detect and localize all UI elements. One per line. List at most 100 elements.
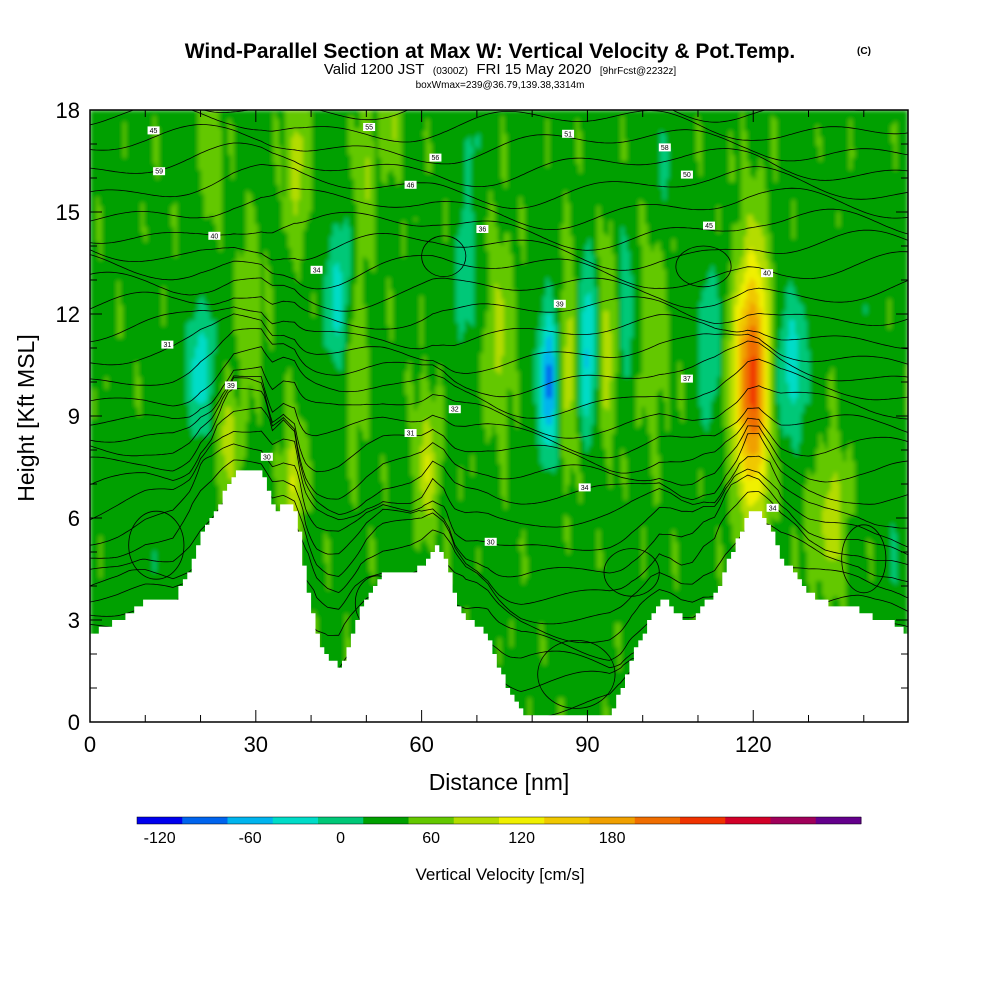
colorbar-tick-label: -120 — [144, 830, 176, 847]
theta-label-text: 32 — [451, 407, 459, 414]
theta-label-bg — [153, 167, 166, 176]
chart-title: Wind-Parallel Section at Max W: Vertical… — [185, 40, 796, 63]
y-tick-label: 15 — [56, 200, 80, 225]
theta-label-text: 30 — [263, 454, 271, 461]
theta-label-text: 58 — [661, 145, 669, 152]
theta-contour-line — [90, 163, 908, 209]
theta-label: 34 — [766, 503, 779, 512]
theta-contour-line — [90, 187, 908, 231]
theta-contour-line — [90, 388, 908, 500]
theta-label-bg — [147, 126, 160, 135]
theta-label-bg — [363, 123, 376, 131]
theta-label: 36 — [476, 225, 489, 234]
theta-label-bg — [476, 225, 489, 233]
theta-contour-line — [90, 110, 908, 143]
colorbar-tick-label: 60 — [422, 830, 440, 847]
y-tick-label: 9 — [68, 404, 80, 429]
y-tick-label: 0 — [68, 710, 80, 735]
theta-label-text: 40 — [210, 233, 218, 240]
colorbar-swatch — [499, 817, 545, 824]
y-tick-label: 6 — [68, 506, 80, 531]
theta-label: 51 — [562, 129, 575, 138]
theta-label: 56 — [429, 153, 442, 162]
theta-label: 31 — [404, 429, 417, 438]
y-tick-label: 3 — [68, 608, 80, 633]
colorbar-swatch — [318, 817, 364, 824]
theta-label-text: 34 — [581, 485, 589, 492]
theta-label: 30 — [260, 452, 273, 461]
theta-label-text: 59 — [155, 169, 163, 176]
colorbar-frame — [136, 816, 862, 825]
theta-label: 34 — [578, 483, 591, 492]
subtitle-date: FRI 15 May 2020 — [476, 61, 591, 78]
x-tick-label: 60 — [409, 732, 433, 757]
colorbar-tick-label: 0 — [336, 830, 345, 847]
theta-label: 40 — [208, 231, 221, 240]
theta-label-bg — [310, 265, 323, 274]
theta-contour-labels: 45 59 40 31 39 30 34 55 46 56 32 31 36 30 51 39 34 58 50 45… — [147, 123, 779, 546]
theta-contour-line — [90, 377, 908, 474]
theta-label: 45 — [147, 126, 160, 135]
subtitle-utc: (0300Z) — [433, 66, 468, 77]
theta-label-bg — [484, 537, 497, 546]
theta-label-bg — [562, 129, 575, 138]
theta-label: 40 — [761, 269, 774, 278]
theta-label-bg — [224, 381, 237, 390]
theta-label-text: 37 — [683, 376, 691, 383]
theta-label-bg — [766, 503, 779, 512]
theta-label: 34 — [310, 265, 323, 274]
theta-contour-line — [90, 229, 908, 271]
theta-label-text: 31 — [163, 342, 171, 349]
theta-contour-line — [90, 407, 908, 515]
theta-label: 58 — [658, 143, 671, 152]
theta-contour-line — [90, 208, 908, 251]
title-block: Wind-Parallel Section at Max W: Vertical… — [185, 40, 871, 91]
theta-contour-line — [90, 346, 908, 419]
theta-label: 45 — [703, 221, 716, 230]
theta-label: 31 — [161, 340, 174, 349]
theta-label-bg — [429, 153, 442, 162]
theta-contour-closed — [603, 548, 660, 597]
colorbar-swatch — [272, 817, 319, 824]
x-axis-label: Distance [nm] — [429, 769, 570, 795]
theta-label-text: 34 — [769, 505, 777, 512]
theta-label-bg — [404, 429, 417, 437]
theta-label-text: 51 — [564, 131, 572, 138]
theta-label: 39 — [553, 299, 566, 308]
theta-label-text: 50 — [683, 172, 691, 179]
colorbar-swatch — [408, 817, 455, 824]
theta-label-text: 46 — [407, 182, 415, 189]
theta-contour-line — [90, 291, 908, 330]
theta-contour-line — [90, 443, 908, 551]
y-tick-label: 12 — [56, 302, 80, 327]
theta-label-text: 34 — [313, 267, 321, 274]
theta-label-text: 30 — [487, 539, 495, 546]
theta-label: 39 — [224, 381, 237, 390]
terrain-mask — [90, 470, 908, 722]
x-tick-label: 120 — [735, 732, 772, 757]
theta-contour-line — [90, 313, 908, 374]
y-tick-label: 18 — [56, 98, 80, 123]
theta-label: 55 — [363, 123, 376, 132]
y-axis-label: Height [Kft MSL] — [13, 334, 39, 501]
theta-contour-line — [90, 271, 908, 312]
theta-contour-line — [90, 328, 908, 398]
theta-label-bg — [680, 170, 693, 179]
colorbar-swatch — [137, 817, 183, 824]
theta-label-text: 56 — [432, 155, 440, 162]
theta-contour-line — [90, 142, 908, 187]
colorbar-tick-label: 120 — [508, 830, 535, 847]
theta-label: 32 — [448, 405, 461, 414]
theta-contour-line — [90, 459, 908, 578]
theta-label-bg — [404, 180, 417, 189]
theta-label-bg — [578, 483, 591, 492]
theta-label-bg — [161, 340, 174, 349]
theta-contour-line — [90, 306, 908, 350]
theta-label: 50 — [680, 170, 693, 179]
colorbar-swatch — [770, 817, 817, 824]
theta-contour-line — [202, 110, 873, 123]
colorbar-swatch — [453, 817, 500, 824]
info-line: boxWmax=239@36.79,139.38,3314m — [416, 80, 585, 91]
subtitle-valid: Valid 1200 JST — [324, 61, 425, 78]
